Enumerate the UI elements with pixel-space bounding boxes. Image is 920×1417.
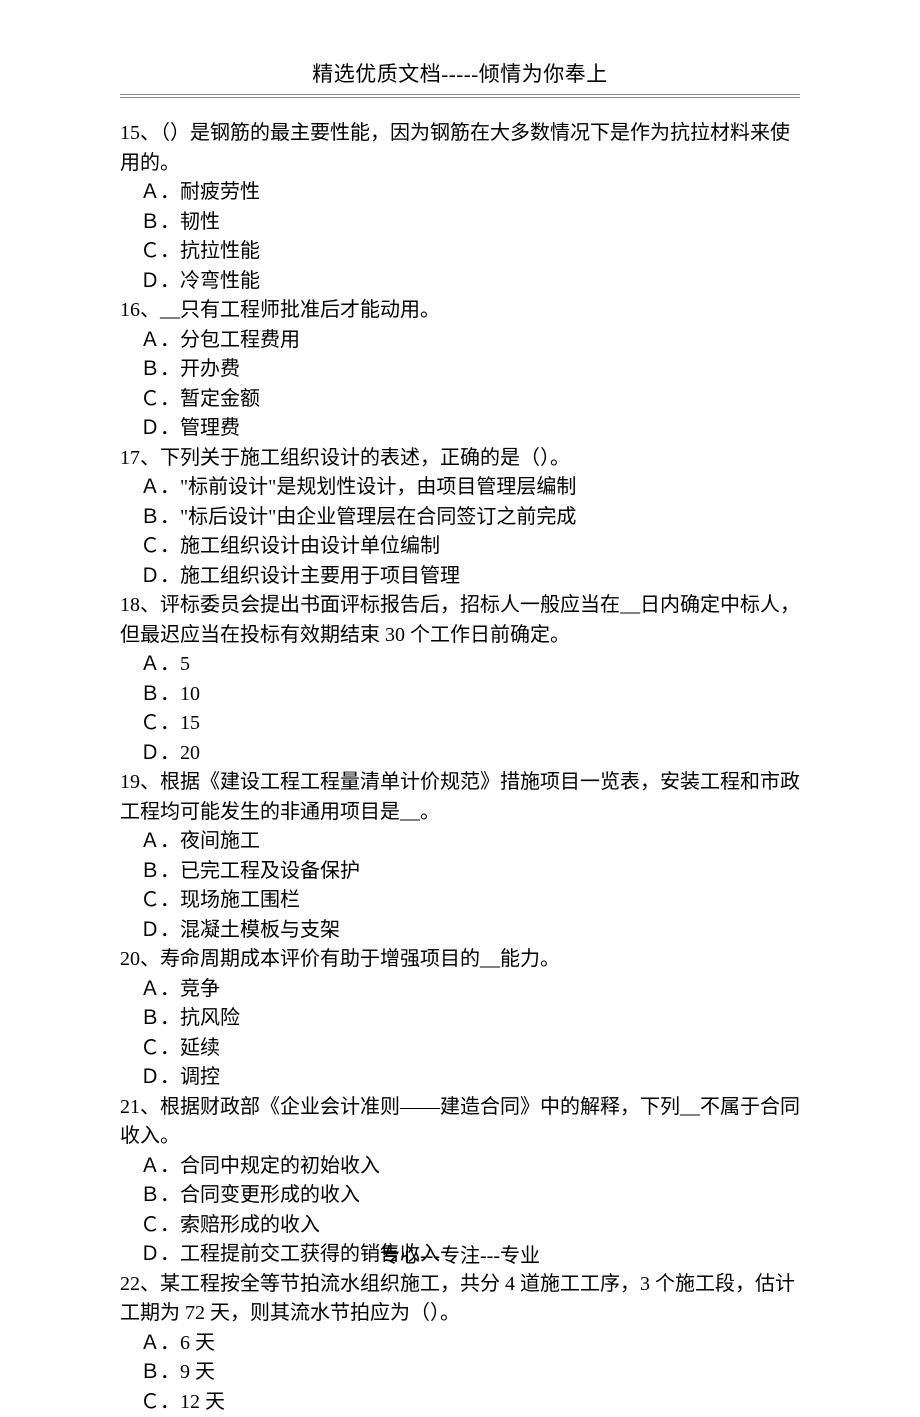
question-option: Ｂ．韧性 <box>120 208 800 238</box>
question-option: Ｃ．12 天 <box>120 1388 800 1417</box>
document-page: 精选优质文档-----倾情为你奉上 15、（）是钢筋的最主要性能，因为钢筋在大多… <box>0 0 920 1302</box>
question-option: Ｂ．已完工程及设备保护 <box>120 857 800 887</box>
question-option: Ｄ．施工组织设计主要用于项目管理 <box>120 562 800 592</box>
question-option: Ａ．分包工程费用 <box>120 326 800 356</box>
question-option: Ｃ．索赔形成的收入 <box>120 1211 800 1241</box>
question-stem: 19、根据《建设工程工程量清单计价规范》措施项目一览表，安装工程和市政工程均可能… <box>120 768 800 827</box>
question-option: Ｂ．抗风险 <box>120 1004 800 1034</box>
question-option: Ｂ．10 <box>120 680 800 710</box>
question-option: Ｄ．混凝土模板与支架 <box>120 916 800 946</box>
page-header: 精选优质文档-----倾情为你奉上 <box>120 58 800 95</box>
question-option: Ａ．耐疲劳性 <box>120 178 800 208</box>
question-option: Ｄ．20 <box>120 739 800 769</box>
question-stem: 17、下列关于施工组织设计的表述，正确的是（）。 <box>120 444 800 474</box>
question-option: Ｃ．施工组织设计由设计单位编制 <box>120 532 800 562</box>
question-option: Ｄ．管理费 <box>120 414 800 444</box>
question-option: Ｃ．延续 <box>120 1034 800 1064</box>
question-option: Ｃ．15 <box>120 709 800 739</box>
question-option: Ｃ．抗拉性能 <box>120 237 800 267</box>
question-option: Ｂ．开办费 <box>120 355 800 385</box>
question-stem: 18、评标委员会提出书面评标报告后，招标人一般应当在__日内确定中标人，但最迟应… <box>120 591 800 650</box>
question-option: Ａ．合同中规定的初始收入 <box>120 1152 800 1182</box>
question-option: Ａ．"标前设计"是规划性设计，由项目管理层编制 <box>120 473 800 503</box>
question-stem: 15、（）是钢筋的最主要性能，因为钢筋在大多数情况下是作为抗拉材料来使用的。 <box>120 119 800 178</box>
question-option: Ｂ．9 天 <box>120 1358 800 1388</box>
page-footer: 专心---专注---专业 <box>0 1239 920 1268</box>
question-option: Ｃ．暂定金额 <box>120 385 800 415</box>
document-body: 15、（）是钢筋的最主要性能，因为钢筋在大多数情况下是作为抗拉材料来使用的。 Ａ… <box>120 119 800 1417</box>
question-option: Ａ．6 天 <box>120 1329 800 1359</box>
question-stem: 21、根据财政部《企业会计准则——建造合同》中的解释，下列__不属于合同收入。 <box>120 1093 800 1152</box>
question-stem: 16、__只有工程师批准后才能动用。 <box>120 296 800 326</box>
question-option: Ａ．夜间施工 <box>120 827 800 857</box>
question-stem: 22、某工程按全等节拍流水组织施工，共分 4 道施工工序，3 个施工段，估计工期… <box>120 1270 800 1329</box>
question-option: Ａ．5 <box>120 650 800 680</box>
question-option: Ｄ．冷弯性能 <box>120 267 800 297</box>
question-option: Ｄ．调控 <box>120 1063 800 1093</box>
question-option: Ｃ．现场施工围栏 <box>120 886 800 916</box>
question-option: Ｂ．合同变更形成的收入 <box>120 1181 800 1211</box>
question-option: Ａ．竞争 <box>120 975 800 1005</box>
question-option: Ｂ．"标后设计"由企业管理层在合同签订之前完成 <box>120 503 800 533</box>
question-stem: 20、寿命周期成本评价有助于增强项目的__能力。 <box>120 945 800 975</box>
